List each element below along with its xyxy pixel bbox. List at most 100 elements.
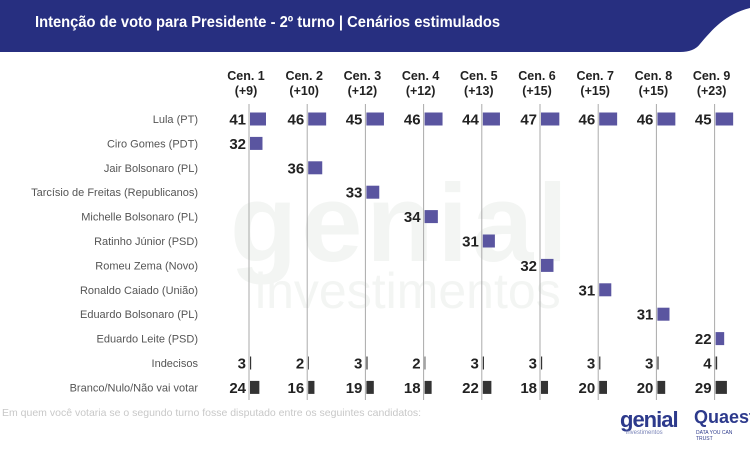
- scenario-margin: (+13): [464, 84, 494, 98]
- data-label: 31: [579, 282, 596, 299]
- row-label: Ratinho Júnior (PSD): [94, 236, 198, 248]
- bar: [482, 380, 492, 394]
- data-label: 22: [462, 380, 479, 397]
- data-label: 2: [296, 356, 304, 373]
- bar: [715, 332, 725, 346]
- scenario-header: Cen. 3: [344, 69, 382, 83]
- bar: [541, 356, 543, 370]
- data-label: 2: [412, 356, 420, 373]
- row-label: Ronaldo Caiado (União): [80, 285, 198, 297]
- row-label: Tarcísio de Freitas (Republicanos): [31, 187, 198, 199]
- row-label: Lula (PT): [153, 114, 198, 126]
- data-label: 46: [404, 112, 421, 129]
- bar: [366, 112, 384, 126]
- bar: [482, 234, 495, 248]
- bar: [541, 380, 549, 394]
- data-label: 20: [637, 380, 654, 397]
- bar: [424, 112, 443, 126]
- data-label: 31: [462, 234, 479, 251]
- data-label: 3: [354, 356, 362, 373]
- scenario-header: Cen. 7: [576, 69, 614, 83]
- data-label: 20: [579, 380, 596, 397]
- bar: [482, 356, 484, 370]
- watermark: genial: [230, 162, 572, 285]
- scenario-header: Cen. 6: [518, 69, 556, 83]
- question-note: Em quem você votaria se o segundo turno …: [2, 407, 422, 419]
- bar: [424, 380, 432, 394]
- bar: [308, 380, 315, 394]
- bar: [599, 112, 618, 126]
- data-label: 3: [645, 356, 653, 373]
- watermark-sub: investimentos: [255, 263, 561, 319]
- bar: [482, 112, 500, 126]
- row-label: Branco/Nulo/Não vai votar: [70, 382, 199, 394]
- scenario-header: Cen. 8: [635, 69, 673, 83]
- data-label: 4: [703, 356, 712, 373]
- bar: [366, 380, 374, 394]
- scenario-margin: (+15): [639, 84, 669, 98]
- data-label: 19: [346, 380, 363, 397]
- data-label: 22: [695, 331, 712, 348]
- scenario-margin: (+15): [580, 84, 610, 98]
- data-label: 34: [404, 209, 421, 226]
- row-label: Romeu Zema (Novo): [95, 260, 198, 272]
- data-label: 44: [462, 112, 479, 129]
- data-label: 3: [470, 356, 478, 373]
- bar: [599, 356, 601, 370]
- chart-title: Intenção de voto para Presidente - 2º tu…: [35, 14, 501, 31]
- bar: [715, 112, 734, 126]
- scenario-header: Cen. 4: [402, 69, 440, 83]
- data-label: 3: [587, 356, 595, 373]
- data-label: 18: [404, 380, 421, 397]
- bar: [541, 258, 554, 272]
- data-label: 45: [695, 112, 712, 129]
- row-label: Eduardo Bolsonaro (PL): [80, 309, 198, 321]
- data-label: 24: [229, 380, 246, 397]
- bar: [657, 356, 659, 370]
- bar: [715, 356, 718, 370]
- data-label: 29: [695, 380, 712, 397]
- data-label: 41: [229, 112, 246, 129]
- data-label: 46: [579, 112, 596, 129]
- data-label: 47: [520, 112, 537, 129]
- bar: [657, 380, 666, 394]
- data-label: 32: [520, 258, 537, 275]
- bar: [366, 185, 380, 199]
- data-label: 33: [346, 185, 363, 202]
- bar: [599, 283, 612, 297]
- bar: [250, 112, 266, 126]
- bar: [715, 380, 727, 394]
- scenario-header: Cen. 1: [227, 69, 265, 83]
- quaest-logo: Quaest: [694, 407, 750, 427]
- data-label: 46: [637, 112, 654, 129]
- data-label: 18: [520, 380, 537, 397]
- scenario-margin: (+12): [348, 84, 378, 98]
- bar: [250, 136, 263, 150]
- bar: [424, 356, 426, 370]
- scenario-header: Cen. 5: [460, 69, 498, 83]
- genial-logo: genial: [620, 407, 679, 432]
- data-label: 16: [288, 380, 305, 397]
- bar: [657, 307, 670, 321]
- data-label: 46: [288, 112, 305, 129]
- row-label: Michelle Bolsonaro (PL): [81, 212, 198, 224]
- data-label: 31: [637, 307, 654, 324]
- bar: [308, 161, 323, 175]
- quaest-logo-sub: DATA YOU CAN TRUST: [696, 430, 733, 442]
- bar: [308, 112, 327, 126]
- bar: [657, 112, 676, 126]
- scenario-margin: (+15): [522, 84, 552, 98]
- bar: [308, 356, 309, 370]
- data-label: 3: [238, 356, 246, 373]
- row-label: Ciro Gomes (PDT): [107, 138, 198, 150]
- scenario-margin: (+12): [406, 84, 436, 98]
- bar: [250, 356, 252, 370]
- row-label: Jair Bolsonaro (PL): [104, 163, 198, 175]
- bar: [541, 112, 560, 126]
- scenario-margin: (+10): [289, 84, 319, 98]
- row-label: Eduardo Leite (PSD): [97, 334, 199, 346]
- genial-logo-sub: investimentos: [626, 430, 663, 436]
- scenario-margin: (+23): [697, 84, 727, 98]
- data-label: 45: [346, 112, 363, 129]
